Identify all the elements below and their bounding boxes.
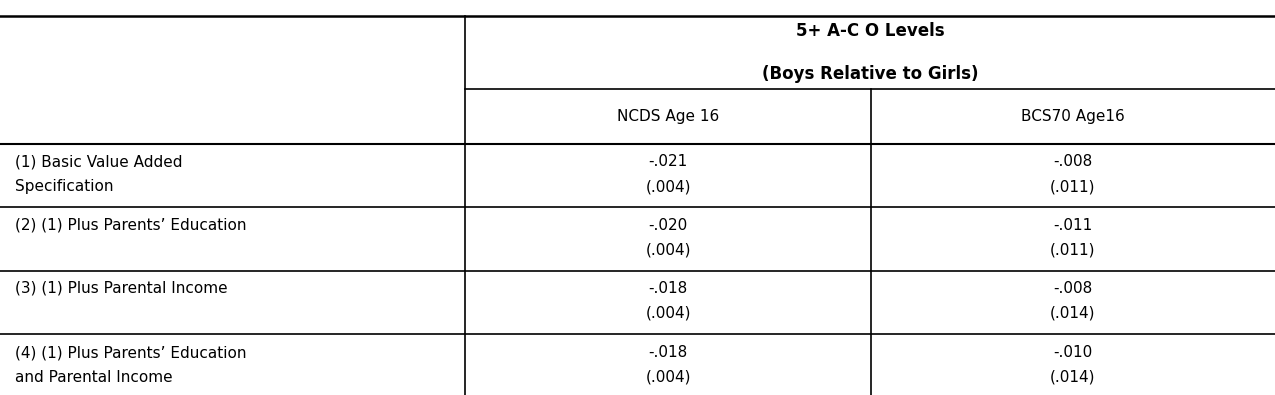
Text: NCDS Age 16: NCDS Age 16 xyxy=(617,109,719,124)
Text: Specification: Specification xyxy=(15,179,113,194)
Text: (.011): (.011) xyxy=(1051,243,1095,257)
Text: -.010: -.010 xyxy=(1053,345,1093,360)
Text: 5+ A-C O Levels: 5+ A-C O Levels xyxy=(796,22,945,40)
Text: (1) Basic Value Added: (1) Basic Value Added xyxy=(15,154,182,169)
Text: (Boys Relative to Girls): (Boys Relative to Girls) xyxy=(762,65,978,83)
Text: (2) (1) Plus Parents’ Education: (2) (1) Plus Parents’ Education xyxy=(15,218,247,233)
Text: (.004): (.004) xyxy=(645,370,691,385)
Text: -.008: -.008 xyxy=(1053,281,1093,296)
Text: (4) (1) Plus Parents’ Education: (4) (1) Plus Parents’ Education xyxy=(15,345,247,360)
Text: (.004): (.004) xyxy=(645,243,691,257)
Text: -.021: -.021 xyxy=(649,154,687,169)
Text: BCS70 Age16: BCS70 Age16 xyxy=(1021,109,1125,124)
Text: (.004): (.004) xyxy=(645,179,691,194)
Text: (.004): (.004) xyxy=(645,306,691,320)
Text: -.011: -.011 xyxy=(1053,218,1093,233)
Text: -.020: -.020 xyxy=(649,218,687,233)
Text: -.018: -.018 xyxy=(649,281,687,296)
Text: (.014): (.014) xyxy=(1051,370,1095,385)
Text: -.008: -.008 xyxy=(1053,154,1093,169)
Text: (.014): (.014) xyxy=(1051,306,1095,320)
Text: (.011): (.011) xyxy=(1051,179,1095,194)
Text: (3) (1) Plus Parental Income: (3) (1) Plus Parental Income xyxy=(15,281,228,296)
Text: -.018: -.018 xyxy=(649,345,687,360)
Text: and Parental Income: and Parental Income xyxy=(15,370,173,385)
